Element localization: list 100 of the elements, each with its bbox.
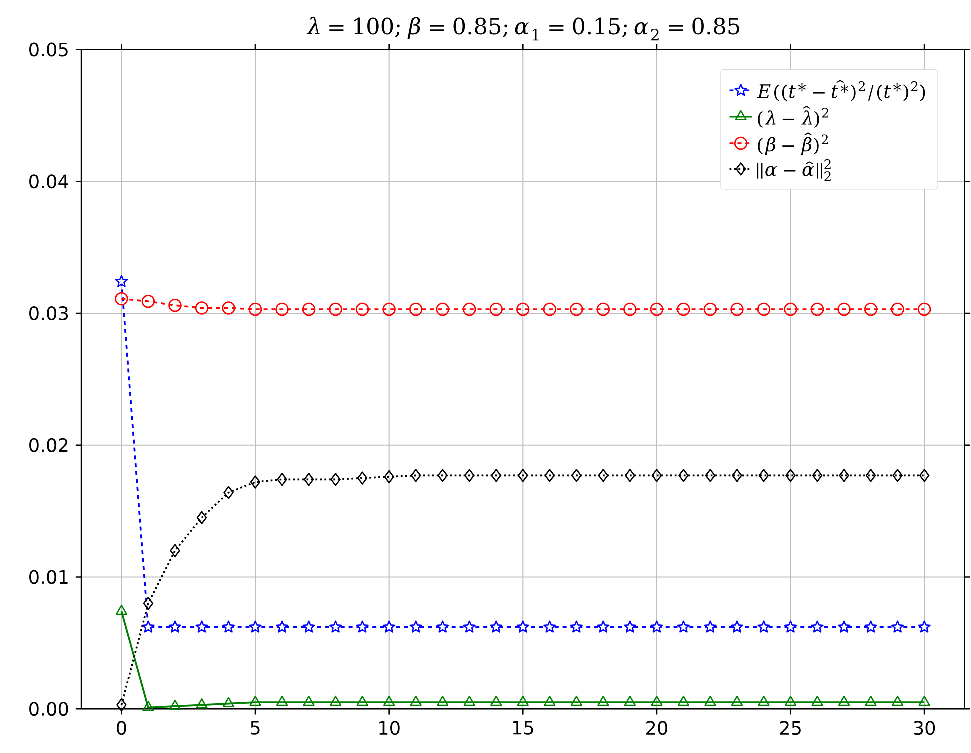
- point: [356, 620, 369, 633]
- point: [277, 473, 288, 486]
- point: [811, 620, 824, 633]
- point: [544, 469, 556, 482]
- point: [704, 620, 717, 633]
- point: [598, 469, 609, 482]
- point: [437, 696, 449, 706]
- point: [650, 302, 664, 316]
- point: [543, 302, 557, 316]
- point: [250, 476, 261, 489]
- point: [463, 302, 476, 316]
- point: [516, 620, 530, 633]
- point: [168, 620, 182, 633]
- point: [383, 620, 396, 633]
- point: [436, 620, 450, 633]
- point: [892, 469, 903, 482]
- point: [302, 302, 316, 316]
- point: [409, 302, 423, 316]
- point: [650, 620, 664, 633]
- point: [544, 696, 556, 706]
- point: [865, 696, 877, 706]
- y-tick-label: 0.04: [30, 174, 68, 189]
- point: [357, 472, 368, 485]
- point: [704, 302, 718, 316]
- x-tick-label: 5: [251, 721, 260, 735]
- point: [115, 292, 128, 306]
- point: [410, 620, 422, 633]
- point: [196, 620, 208, 633]
- point: [597, 620, 610, 633]
- point: [758, 696, 770, 706]
- point: [168, 299, 182, 312]
- x-tick-label: 10: [380, 721, 400, 736]
- point: [491, 469, 502, 482]
- point: [758, 469, 770, 482]
- point: [436, 302, 450, 316]
- point: [570, 302, 584, 316]
- point: [142, 620, 155, 633]
- point: [410, 469, 422, 482]
- point: [249, 620, 262, 633]
- point: [356, 302, 370, 316]
- point: [276, 302, 289, 316]
- point: [518, 469, 528, 482]
- point: [330, 473, 341, 486]
- point: [784, 302, 798, 316]
- x-tick-label: 15: [513, 721, 534, 735]
- point: [598, 696, 610, 706]
- point: [891, 302, 904, 316]
- point: [142, 295, 156, 308]
- point: [757, 302, 771, 316]
- point: [115, 275, 128, 288]
- point: [812, 696, 824, 706]
- y-tick-label: 0.05: [30, 42, 68, 57]
- point: [839, 469, 850, 482]
- point: [143, 597, 154, 610]
- point: [678, 469, 689, 482]
- point: [169, 700, 182, 710]
- point: [384, 470, 394, 484]
- point: [624, 302, 637, 316]
- point: [195, 302, 209, 315]
- point: [276, 620, 289, 633]
- point: [570, 696, 582, 706]
- point: [516, 302, 530, 316]
- legend-label: $E((t^*-\hat{t^*})^2/(t^*)^2)$: [757, 80, 926, 102]
- point: [677, 620, 690, 633]
- point: [810, 302, 824, 316]
- x-tick-label: 0: [117, 721, 126, 736]
- point: [116, 698, 127, 712]
- point: [222, 302, 236, 315]
- x-tick-label: 30: [914, 721, 936, 736]
- point: [731, 696, 744, 706]
- point: [838, 302, 851, 316]
- point: [812, 469, 823, 482]
- point: [864, 620, 878, 633]
- point: [838, 620, 851, 633]
- point: [918, 696, 930, 706]
- chart-title: $\lambda=100; \beta=0.85; \alpha_1=0.15; \alpha_2=0.85$: [306, 17, 740, 41]
- point: [330, 696, 342, 706]
- point: [303, 696, 315, 706]
- y-tick-label: 0.03: [30, 306, 68, 321]
- y-tick-label: 0.02: [30, 438, 68, 452]
- y-tick-label: 0.01: [30, 570, 68, 584]
- point: [892, 696, 904, 706]
- point: [730, 620, 744, 633]
- point: [732, 469, 742, 482]
- legend-label: $(\lambda-\hat{\lambda})^2$: [758, 106, 829, 128]
- point: [705, 469, 716, 482]
- point: [490, 620, 503, 633]
- point: [786, 469, 796, 482]
- point: [302, 620, 316, 633]
- point: [248, 302, 262, 316]
- point: [758, 620, 770, 633]
- point: [464, 696, 476, 706]
- point: [570, 620, 583, 633]
- point: [384, 696, 396, 706]
- legend-label: $||\alpha-\hat{\alpha}||_2^2$: [757, 160, 831, 182]
- point: [517, 696, 529, 706]
- point: [572, 469, 582, 482]
- x-tick-label: 20: [646, 721, 668, 736]
- point: [918, 620, 931, 633]
- point: [250, 696, 262, 706]
